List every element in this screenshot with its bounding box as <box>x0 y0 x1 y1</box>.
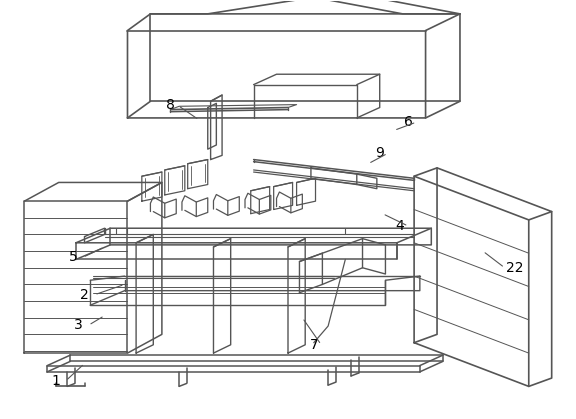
Text: 5: 5 <box>69 251 77 264</box>
Text: 8: 8 <box>166 98 175 112</box>
Text: 7: 7 <box>309 338 318 352</box>
Text: 22: 22 <box>506 261 523 275</box>
Text: 3: 3 <box>74 318 83 332</box>
Text: 9: 9 <box>376 146 384 160</box>
Text: 2: 2 <box>80 288 89 302</box>
Text: 6: 6 <box>404 115 413 129</box>
Text: 4: 4 <box>395 219 404 233</box>
Text: 1: 1 <box>51 374 60 388</box>
